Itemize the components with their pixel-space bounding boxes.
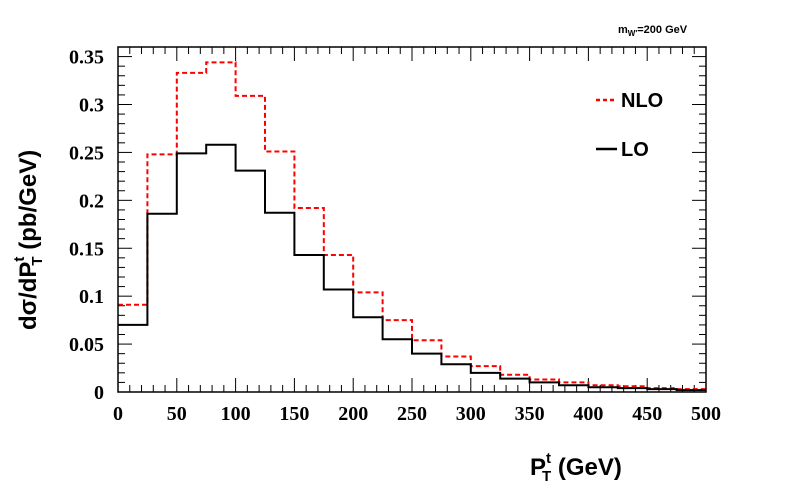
y-tick-label: 0.3 — [79, 95, 104, 117]
annotation-main: m — [618, 24, 628, 36]
y-tick-label: 0.15 — [69, 238, 104, 260]
x-axis-title-sub: T — [542, 468, 551, 485]
x-tick-label: 0 — [113, 403, 123, 425]
series-layer — [118, 61, 706, 392]
x-tick-label: 450 — [632, 403, 662, 425]
tick-labels: 0 50 100 150 200 250 300 350 400 450 500 0 0.05 0.1 0.… — [69, 47, 721, 425]
x-axis-title-sup: t — [546, 450, 551, 467]
legend-label-lo: LO — [621, 139, 649, 161]
y-tick-label: 0.2 — [79, 190, 104, 212]
x-tick-label: 150 — [279, 403, 309, 425]
y-tick-label: 0.1 — [79, 286, 104, 308]
legend-label-nlo: NLO — [621, 90, 663, 112]
y-axis-title-main: dσ/dP — [15, 262, 42, 330]
x-axis-title-tail: (GeV) — [551, 454, 622, 481]
x-tick-label: 400 — [573, 403, 603, 425]
x-axis-title-main: P — [530, 454, 546, 481]
series-lo — [118, 143, 706, 392]
series-nlo — [118, 61, 706, 391]
annotation-sub: W' — [628, 29, 638, 38]
legend: NLO LO — [596, 90, 663, 161]
annotation-tail: =200 GeV — [637, 24, 688, 36]
x-tick-label: 200 — [338, 403, 368, 425]
plot-frame — [117, 46, 707, 393]
y-axis-title-sub: T — [29, 256, 46, 265]
x-tick-label: 350 — [515, 403, 545, 425]
y-axis-title-sup: t — [11, 257, 28, 262]
x-tick-label: 50 — [167, 403, 187, 425]
x-tick-label: 300 — [456, 403, 486, 425]
x-tick-label: 100 — [221, 403, 251, 425]
y-tick-label: 0.05 — [69, 334, 104, 356]
y-tick-label: 0.35 — [69, 47, 104, 69]
x-axis-title: Pt T (GeV) — [530, 450, 622, 485]
y-axis-title: dσ/dPtT (pb/GeV) — [11, 150, 46, 330]
mass-annotation: mW'=200 GeV — [618, 24, 688, 38]
y-axis-title-tail: (pb/GeV) — [15, 150, 42, 257]
x-tick-label: 500 — [691, 403, 721, 425]
x-tick-label: 250 — [397, 403, 427, 425]
y-tick-label: 0 — [94, 382, 104, 404]
y-tick-label: 0.25 — [69, 142, 104, 164]
